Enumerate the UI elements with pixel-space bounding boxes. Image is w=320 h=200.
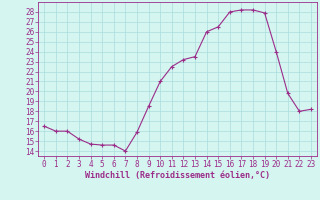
X-axis label: Windchill (Refroidissement éolien,°C): Windchill (Refroidissement éolien,°C) [85, 171, 270, 180]
